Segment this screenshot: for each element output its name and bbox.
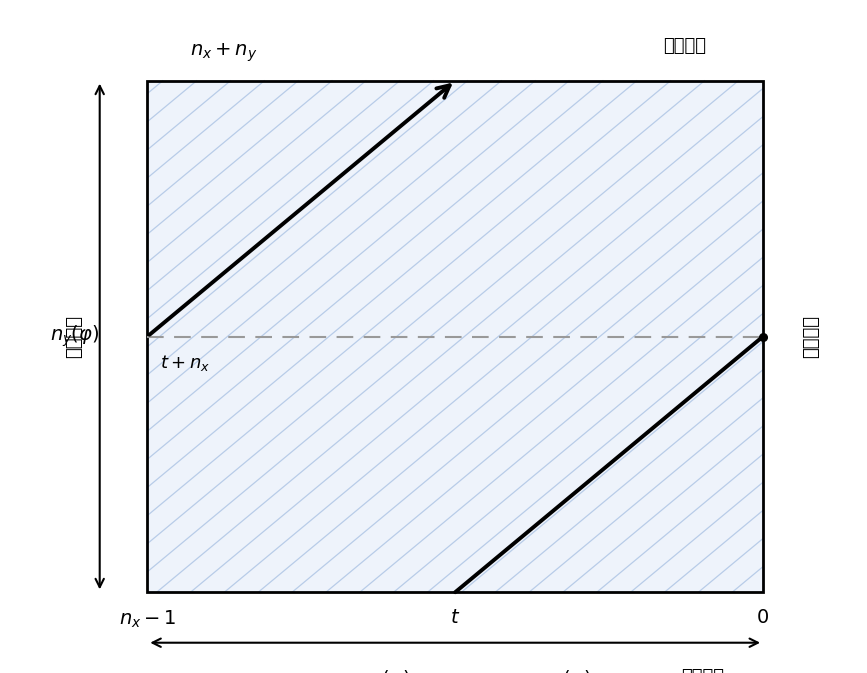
Text: $0$: $0$ [757, 609, 769, 627]
Text: 周期边界: 周期边界 [681, 668, 724, 673]
Text: $t + n_x$: $t + n_x$ [160, 353, 210, 374]
Text: 周期边界: 周期边界 [663, 37, 707, 55]
Text: $n_x + n_y$: $n_x + n_y$ [191, 42, 258, 64]
Bar [147, 81, 763, 592]
Text: 周期边界: 周期边界 [65, 315, 82, 358]
Text: $n_x(\varphi)$: $n_x(\varphi)$ [542, 668, 592, 673]
Text: 周期边界: 周期边界 [802, 315, 819, 358]
Text: $n_x - 1$: $n_x - 1$ [119, 609, 176, 631]
Text: $n_x(\varphi)$: $n_x(\varphi)$ [361, 668, 411, 673]
Text: $n_y(\varphi)$: $n_y(\varphi)$ [50, 324, 100, 349]
Bar [147, 81, 763, 592]
Text: $t$: $t$ [450, 609, 460, 627]
